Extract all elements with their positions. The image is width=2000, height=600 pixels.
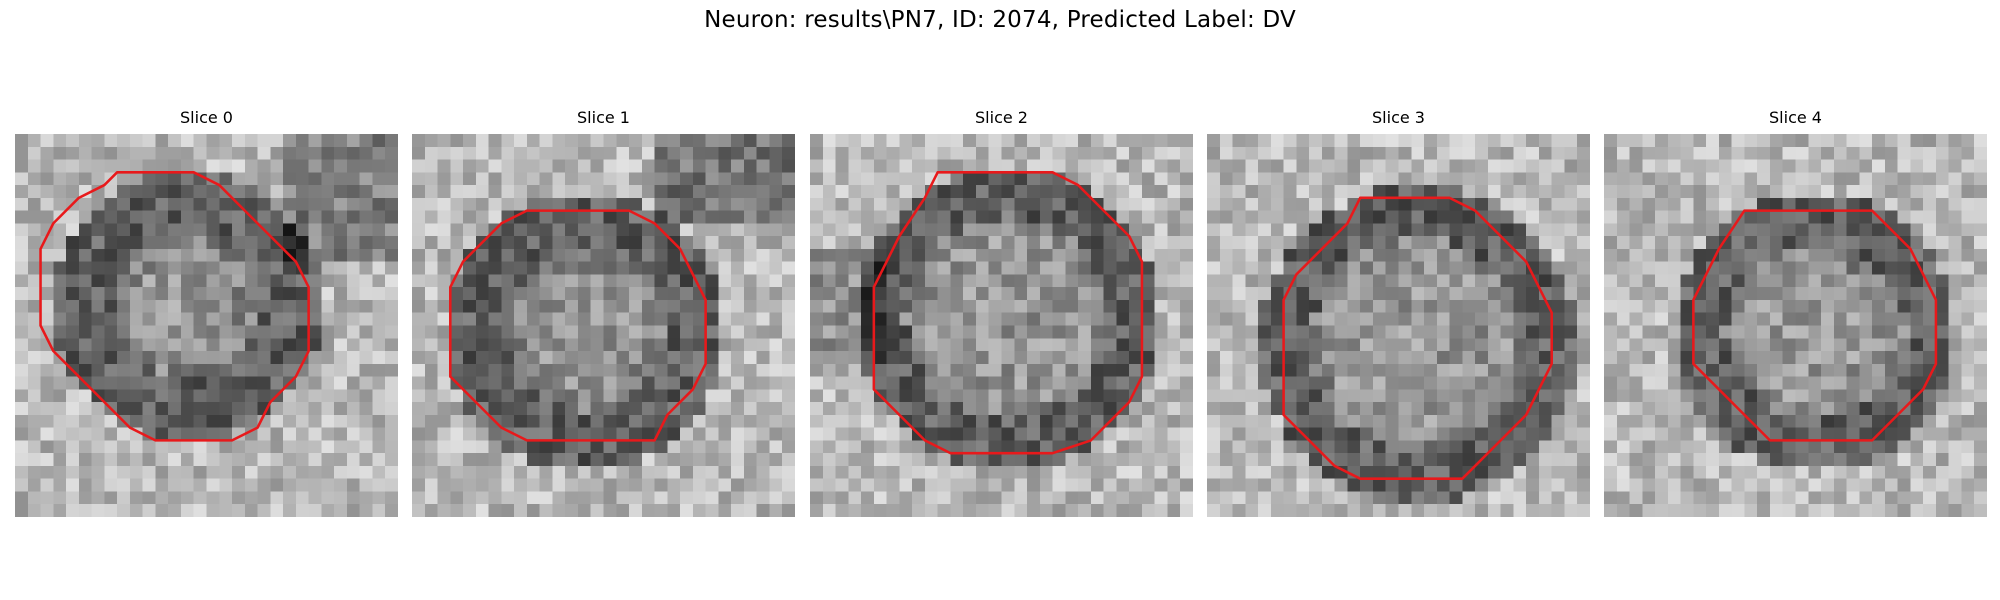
slice-2-image — [810, 134, 1193, 517]
slice-3-contour — [1282, 196, 1553, 480]
slice-0-contour — [39, 171, 310, 442]
slice-0-title: Slice 0 — [180, 108, 233, 127]
slice-0-overlay — [39, 171, 310, 442]
slice-4-micrograph — [1604, 134, 1987, 517]
slice-3-overlay — [1282, 196, 1553, 480]
slice-1-overlay — [449, 209, 707, 442]
slice-1-image — [412, 134, 795, 517]
slice-3-image — [1207, 134, 1590, 517]
slice-2-contour — [872, 171, 1144, 455]
slice-1-title: Slice 1 — [577, 108, 630, 127]
slice-4-image — [1604, 134, 1987, 517]
slice-1-contour — [449, 209, 707, 442]
slice-2-overlay — [872, 171, 1144, 455]
slice-0-image — [15, 134, 398, 517]
figure-title: Neuron: results\PN7, ID: 2074, Predicted… — [704, 7, 1296, 33]
slice-1-micrograph — [412, 134, 795, 517]
slice-4-contour — [1692, 209, 1938, 442]
slice-4-overlay — [1692, 209, 1938, 442]
slice-2-title: Slice 2 — [975, 108, 1028, 127]
slice-3-title: Slice 3 — [1372, 108, 1425, 127]
slice-4-title: Slice 4 — [1769, 108, 1822, 127]
